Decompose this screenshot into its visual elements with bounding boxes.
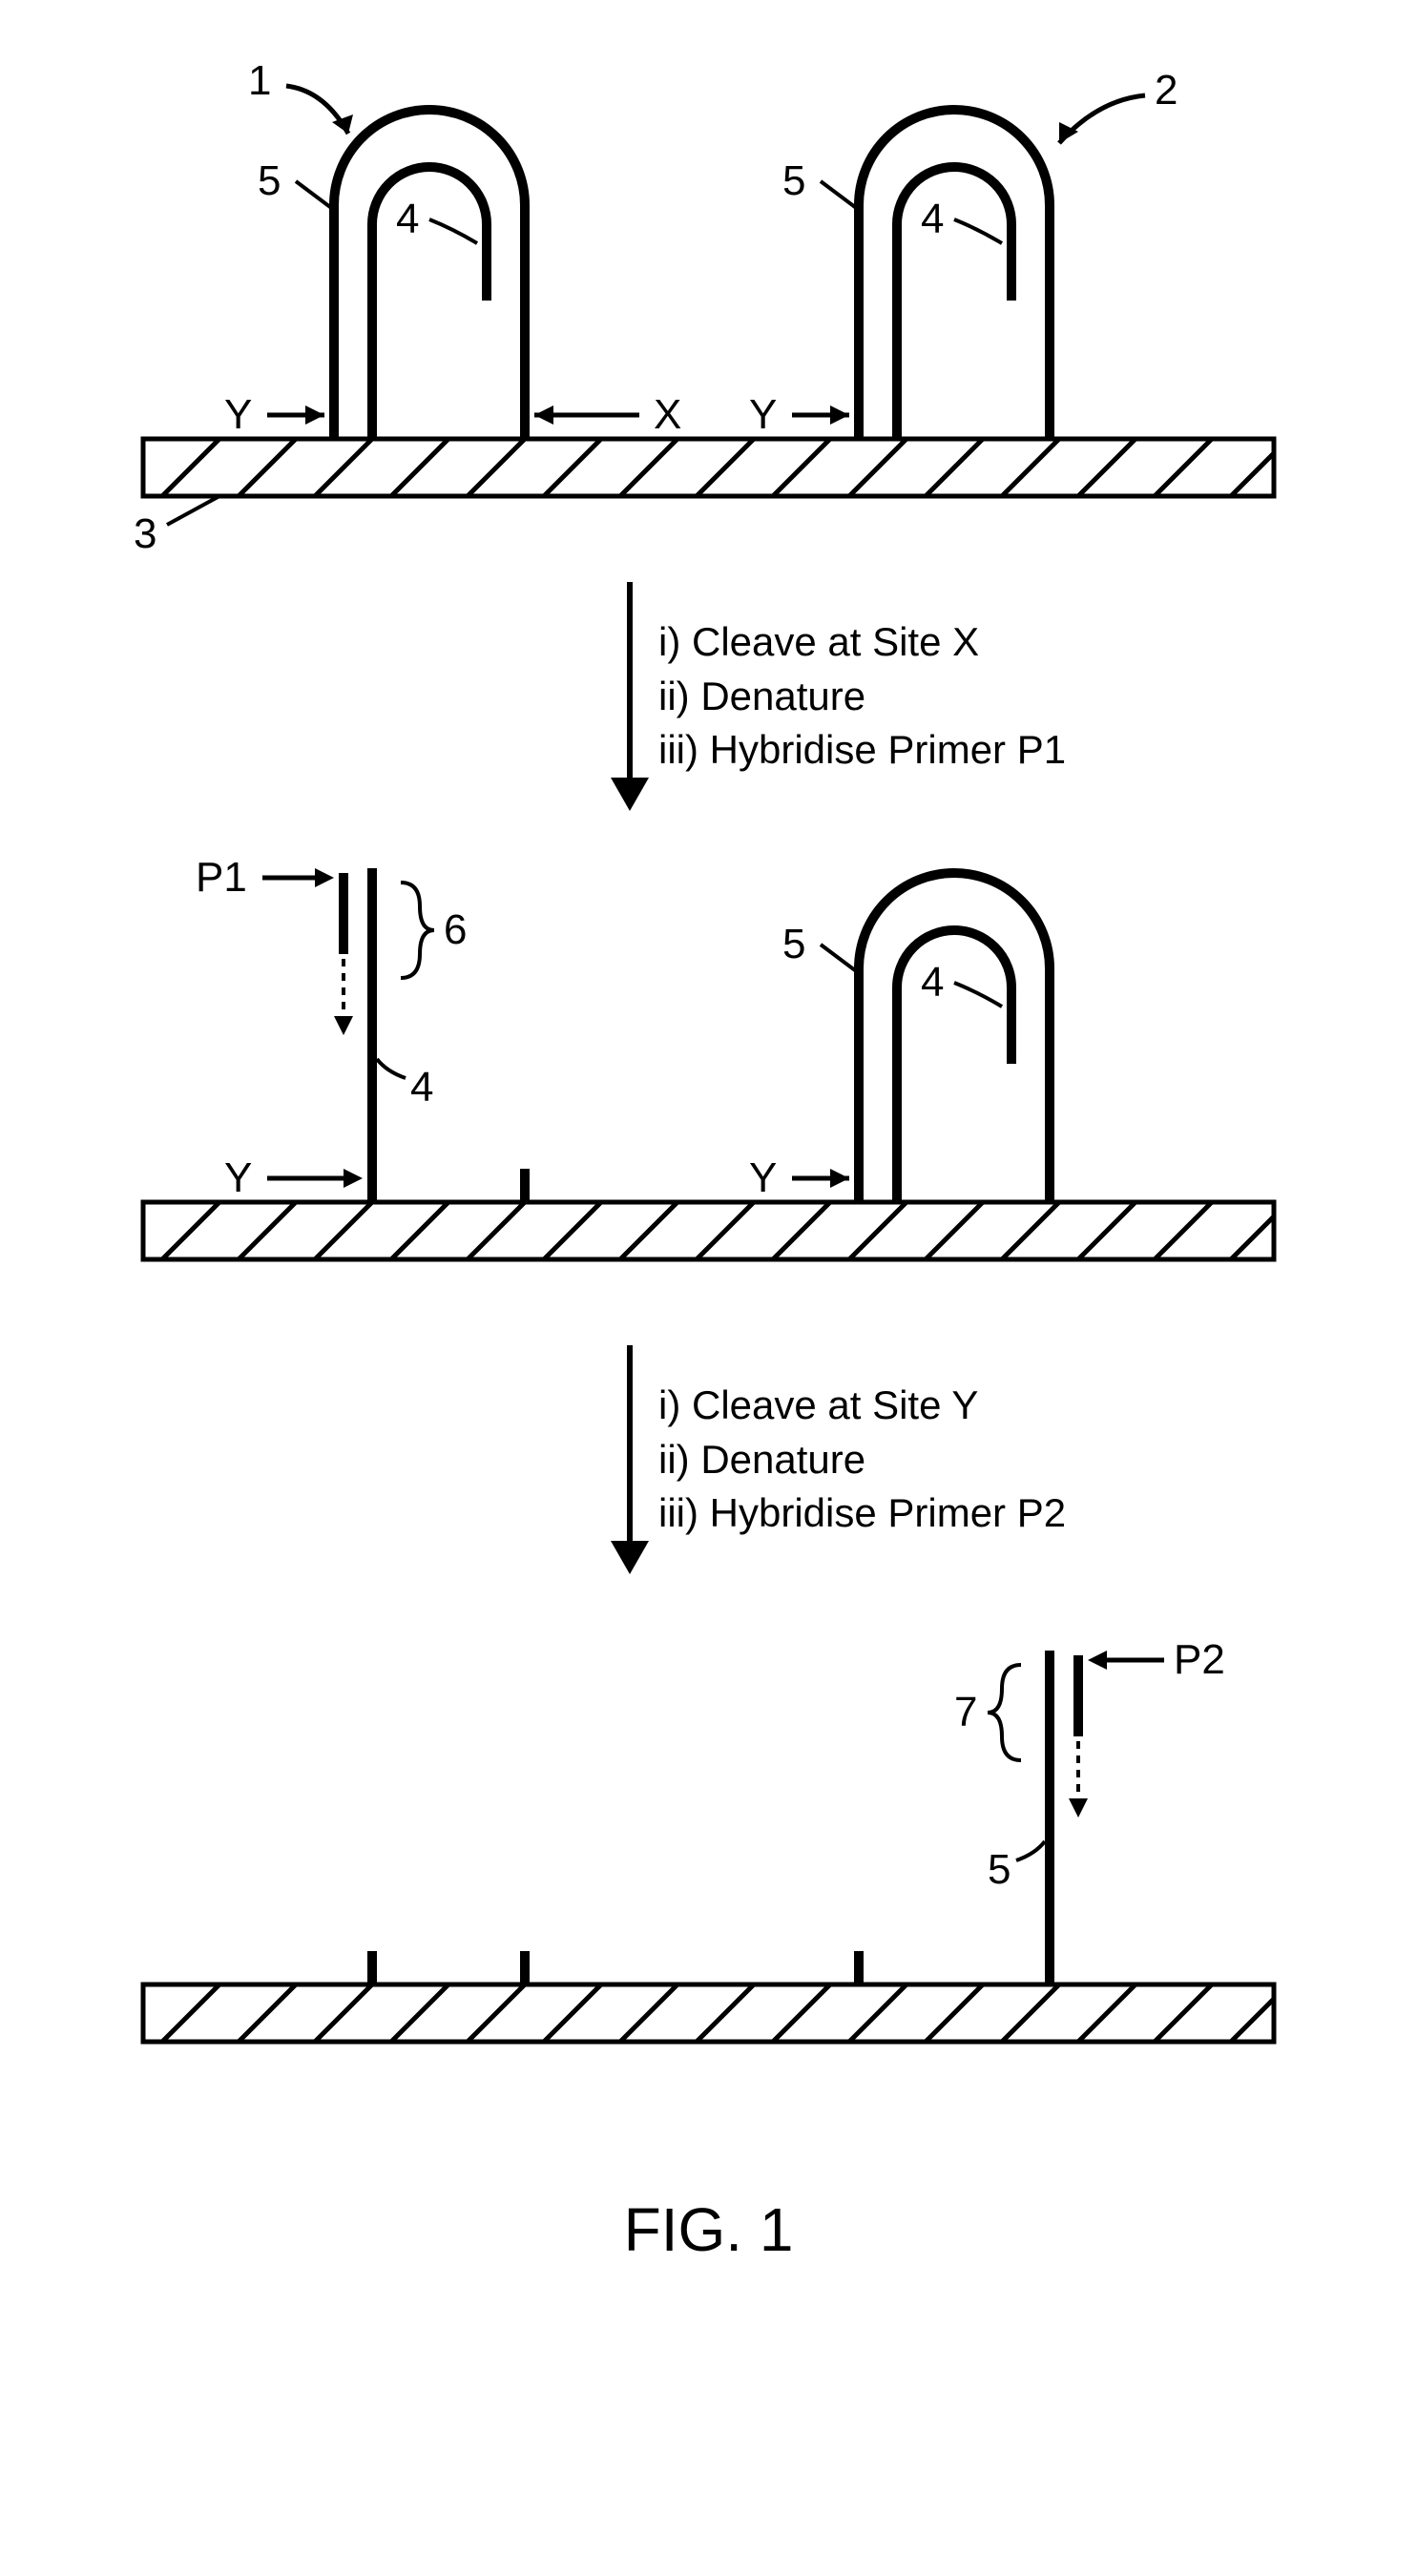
label-5-right-p2: 5 xyxy=(782,921,805,968)
panel-1-svg xyxy=(0,76,1417,553)
leader-4r-p2 xyxy=(954,983,1002,1007)
label-4-right-p2: 4 xyxy=(921,959,944,1007)
label-7: 7 xyxy=(954,1689,977,1736)
bridge-cluster-2 xyxy=(859,110,1050,439)
label-2: 2 xyxy=(1155,67,1177,114)
label-5-p3: 5 xyxy=(988,1846,1011,1894)
label-6: 6 xyxy=(444,906,467,954)
label-Y-left-2: Y xyxy=(224,1154,252,1202)
leader-5r xyxy=(821,181,859,210)
brace-7 xyxy=(988,1665,1021,1760)
substrate-2 xyxy=(143,1202,1274,1259)
label-3: 3 xyxy=(134,510,156,558)
label-4-right: 4 xyxy=(921,196,944,243)
label-5-right: 5 xyxy=(782,157,805,205)
step-1-arrow: i) Cleave at Site X ii) Denature iii) Hy… xyxy=(0,572,1417,821)
brace-6 xyxy=(401,883,434,978)
panel-1: 1 2 5 4 5 4 Y X Y 3 xyxy=(0,76,1417,553)
label-4-p2: 4 xyxy=(410,1064,433,1111)
leader-4l xyxy=(429,219,477,243)
label-5-left: 5 xyxy=(258,157,281,205)
leader-5l xyxy=(296,181,334,210)
substrate-3 xyxy=(143,1984,1274,2042)
label-Y-right-2: Y xyxy=(749,1154,777,1202)
leader-4-p2 xyxy=(377,1059,406,1078)
label-Y-right-1: Y xyxy=(749,391,777,439)
label-Y-left-1: Y xyxy=(224,391,252,439)
panel-3-svg xyxy=(0,1622,1417,2099)
label-X: X xyxy=(654,391,681,439)
bridge-cluster-2b xyxy=(859,873,1050,1202)
label-1: 1 xyxy=(248,57,271,105)
panel-2: P1 6 4 Y Y 5 4 xyxy=(0,840,1417,1317)
panel-3: P2 7 5 xyxy=(0,1622,1417,2099)
step-2-text: i) Cleave at Site Y ii) Denature iii) Hy… xyxy=(658,1379,1066,1541)
label-P2: P2 xyxy=(1174,1636,1225,1684)
label-P1: P1 xyxy=(196,854,247,902)
step-2-arrow: i) Cleave at Site Y ii) Denature iii) Hy… xyxy=(0,1336,1417,1584)
step-1-text: i) Cleave at Site X ii) Denature iii) Hy… xyxy=(658,615,1066,778)
leader-5-p3 xyxy=(1016,1841,1045,1860)
leader-4r xyxy=(954,219,1002,243)
label-4-left: 4 xyxy=(396,196,419,243)
substrate-1 xyxy=(143,439,1274,496)
figure-title: FIG. 1 xyxy=(0,2194,1417,2265)
leader-3 xyxy=(167,496,219,525)
leader-5r-p2 xyxy=(821,945,859,973)
leader-2 xyxy=(1059,95,1145,143)
bridge-cluster-1 xyxy=(334,110,525,439)
panel-2-svg xyxy=(0,840,1417,1317)
